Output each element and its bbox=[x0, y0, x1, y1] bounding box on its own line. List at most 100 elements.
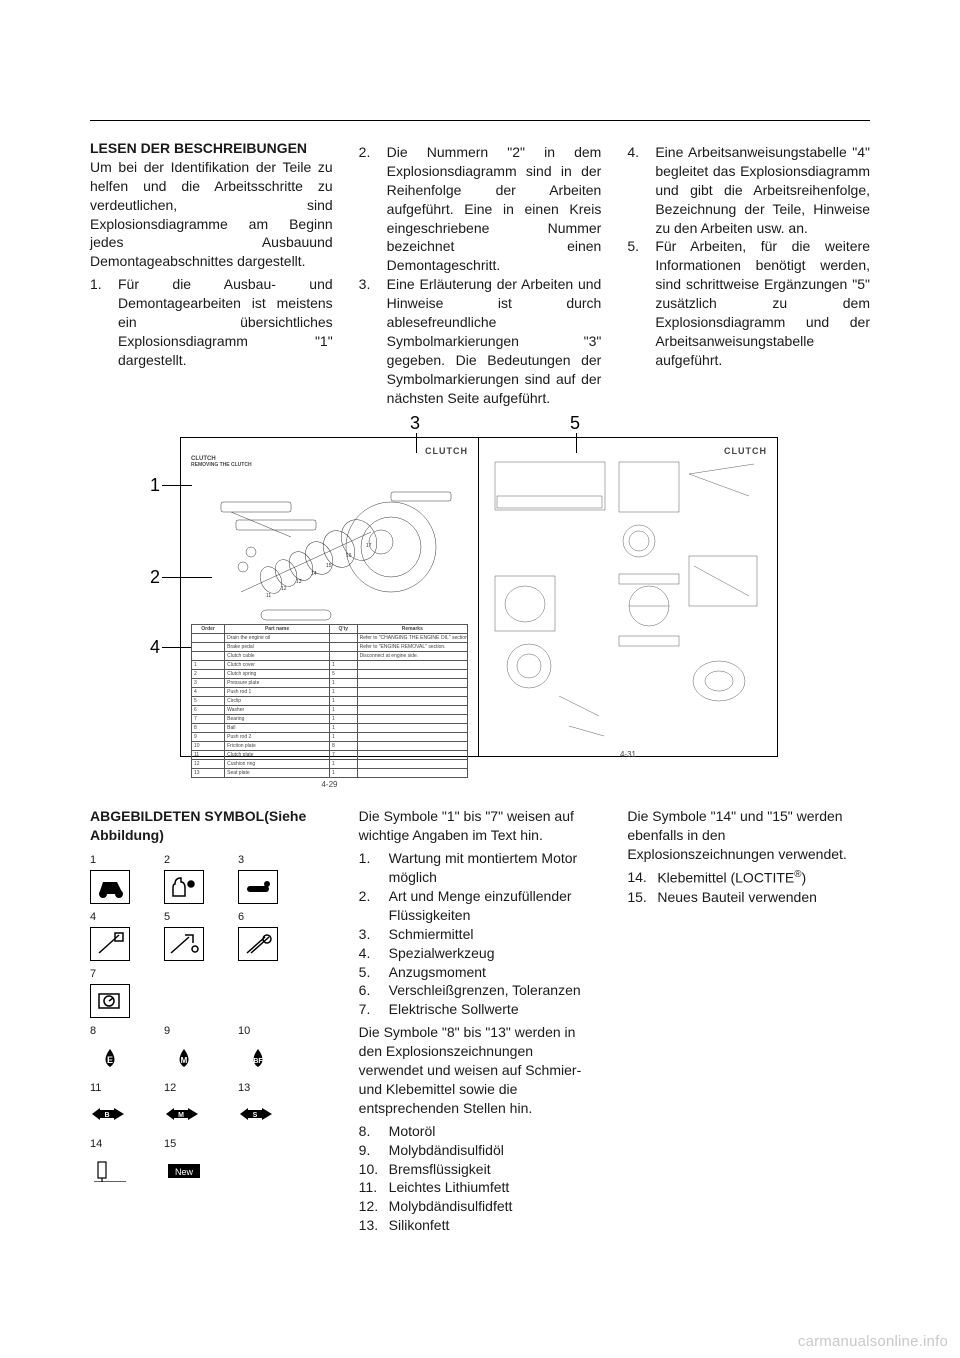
def-number: 15. bbox=[627, 888, 657, 907]
table-cell bbox=[357, 706, 467, 715]
symbol-number: 14 bbox=[90, 1137, 146, 1152]
symbol-number: 6 bbox=[238, 910, 294, 925]
table-cell bbox=[192, 652, 225, 661]
def-number: 4. bbox=[359, 944, 389, 963]
table-cell: 5 bbox=[329, 670, 357, 679]
def-text: Wartung mit montiertem Motor möglich bbox=[389, 849, 602, 887]
def-number: 8. bbox=[359, 1122, 389, 1141]
definitions-intro-2: Die Symbole "8" bis "13" werden in den E… bbox=[359, 1023, 602, 1117]
table-cell bbox=[329, 652, 357, 661]
table-cell bbox=[357, 697, 467, 706]
table-cell bbox=[357, 715, 467, 724]
symbol-cell: 13 S bbox=[238, 1081, 294, 1132]
table-cell bbox=[357, 679, 467, 688]
item-text: Für die Ausbau- und Demontagearbeiten is… bbox=[112, 275, 333, 369]
table-cell bbox=[357, 724, 467, 733]
symbol-number: 10 bbox=[238, 1024, 294, 1039]
table-cell: Brake pedal bbox=[225, 643, 330, 652]
intro-paragraph: Um bei der Identifikation der Teile zu h… bbox=[90, 158, 333, 271]
table-cell bbox=[357, 661, 467, 670]
definitions-list: 1.Wartung mit montiertem Motor möglich2.… bbox=[359, 849, 602, 1019]
symbol-grid: 1 2 3 bbox=[90, 853, 333, 1188]
def-number: 5. bbox=[359, 963, 389, 982]
table-header: Part name bbox=[225, 625, 330, 634]
def-number: 14. bbox=[627, 868, 657, 888]
symbol-cell: 1 bbox=[90, 853, 146, 904]
svg-text:M: M bbox=[181, 1056, 188, 1065]
def-number: 12. bbox=[359, 1197, 389, 1216]
svg-text:E: E bbox=[107, 1055, 113, 1065]
page: LESEN DER BESCHREIBUNGEN Um bei der Iden… bbox=[0, 0, 960, 1358]
table-cell: 1 bbox=[329, 688, 357, 697]
table-header: Q'ty bbox=[329, 625, 357, 634]
table-cell: 7 bbox=[192, 715, 225, 724]
symbol-engine-oil-icon: E bbox=[90, 1041, 130, 1075]
table-cell: Disconnect at engine side. bbox=[357, 652, 467, 661]
table-cell bbox=[357, 670, 467, 679]
symbol-number: 13 bbox=[238, 1081, 294, 1096]
def-text: Neues Bauteil verwenden bbox=[657, 888, 870, 907]
top-col-3: 4. Eine Arbeitsanweisungstabelle "4" beg… bbox=[627, 139, 870, 407]
svg-text:11: 11 bbox=[266, 593, 271, 599]
table-cell: 12 bbox=[192, 760, 225, 769]
table-cell: 13 bbox=[192, 769, 225, 778]
item-list: 2. Die Nummern "2" in dem Explosionsdiag… bbox=[359, 143, 602, 407]
item-number: 5. bbox=[627, 237, 649, 369]
def-number: 9. bbox=[359, 1141, 389, 1160]
symbol-cell: 11 B bbox=[90, 1081, 146, 1132]
def-text: Verschleißgrenzen, Toleranzen bbox=[389, 981, 602, 1000]
item-number: 2. bbox=[359, 143, 381, 275]
def-number: 3. bbox=[359, 925, 389, 944]
def-number: 2. bbox=[359, 887, 389, 925]
table-cell: Drain the engine oil bbox=[225, 634, 330, 643]
symbol-cell-empty bbox=[238, 967, 294, 1018]
table-cell: 1 bbox=[329, 697, 357, 706]
table-cell: 1 bbox=[192, 661, 225, 670]
watermark: carmanualsonline.info bbox=[798, 1333, 948, 1350]
table-header: Remarks bbox=[357, 625, 467, 634]
table-cell: Ball bbox=[225, 724, 330, 733]
top-columns: LESEN DER BESCHREIBUNGEN Um bei der Iden… bbox=[90, 139, 870, 407]
table-cell: 7 bbox=[329, 751, 357, 760]
symbol-number: 4 bbox=[90, 910, 146, 925]
symbol-number: 2 bbox=[164, 853, 220, 868]
def-number: 11. bbox=[359, 1178, 389, 1197]
symbol-cell: 7 bbox=[90, 967, 146, 1018]
symbol-number: 3 bbox=[238, 853, 294, 868]
symbol-moly-oil-icon: M bbox=[164, 1041, 204, 1075]
symbol-silicone-grease-icon: S bbox=[238, 1097, 278, 1131]
table-cell: 1 bbox=[329, 706, 357, 715]
svg-text:M: M bbox=[178, 1112, 184, 1119]
table-cell: 10 bbox=[192, 742, 225, 751]
figure-page-right: CLUTCH bbox=[479, 437, 778, 757]
page-subtitle2: REMOVING THE CLUTCH bbox=[191, 462, 468, 468]
definitions-intro: Die Symbole "1" bis "7" weisen auf wicht… bbox=[359, 807, 602, 845]
svg-text:BF: BF bbox=[253, 1058, 263, 1065]
def-text: Molybdändisulfidfett bbox=[389, 1197, 602, 1216]
table-cell: 5 bbox=[192, 697, 225, 706]
table-cell bbox=[329, 643, 357, 652]
symbol-lubricant-icon bbox=[238, 870, 278, 904]
def-text: Klebemittel (LOCTITE®) bbox=[657, 868, 870, 888]
def-text: Silikonfett bbox=[389, 1216, 602, 1235]
svg-text:New: New bbox=[175, 1167, 194, 1177]
exploded-diagram: 1112 1314 1516 17 bbox=[191, 472, 461, 622]
symbol-cell: 10 BF bbox=[238, 1024, 294, 1075]
top-col-2: 2. Die Nummern "2" in dem Explosionsdiag… bbox=[359, 139, 602, 407]
symbol-cell: 14 bbox=[90, 1137, 146, 1188]
table-cell: 3 bbox=[192, 679, 225, 688]
svg-text:12: 12 bbox=[281, 586, 287, 592]
header-rule bbox=[90, 120, 870, 121]
symbol-cell: 8 E bbox=[90, 1024, 146, 1075]
symbol-loctite-icon bbox=[90, 1154, 130, 1188]
def-number: 13. bbox=[359, 1216, 389, 1235]
symbol-cell: 3 bbox=[238, 853, 294, 904]
def-text: Art und Menge einzufüllender Flüssigkeit… bbox=[389, 887, 602, 925]
table-cell: Clutch plate bbox=[225, 751, 330, 760]
symbol-number: 5 bbox=[164, 910, 220, 925]
def-text: Elektrische Sollwerte bbox=[389, 1000, 602, 1019]
center-figure: 3 5 1 2 4 CLUTCH CLUTCH REMOVING THE CLU… bbox=[180, 437, 780, 757]
definitions-list-2: 8.Motoröl9.Molybdändisulfidöl10.Bremsflü… bbox=[359, 1122, 602, 1235]
figure-callout-3: 3 bbox=[410, 413, 420, 434]
item-text: Eine Erläuterung der Arbeiten und Hinwei… bbox=[381, 275, 602, 407]
